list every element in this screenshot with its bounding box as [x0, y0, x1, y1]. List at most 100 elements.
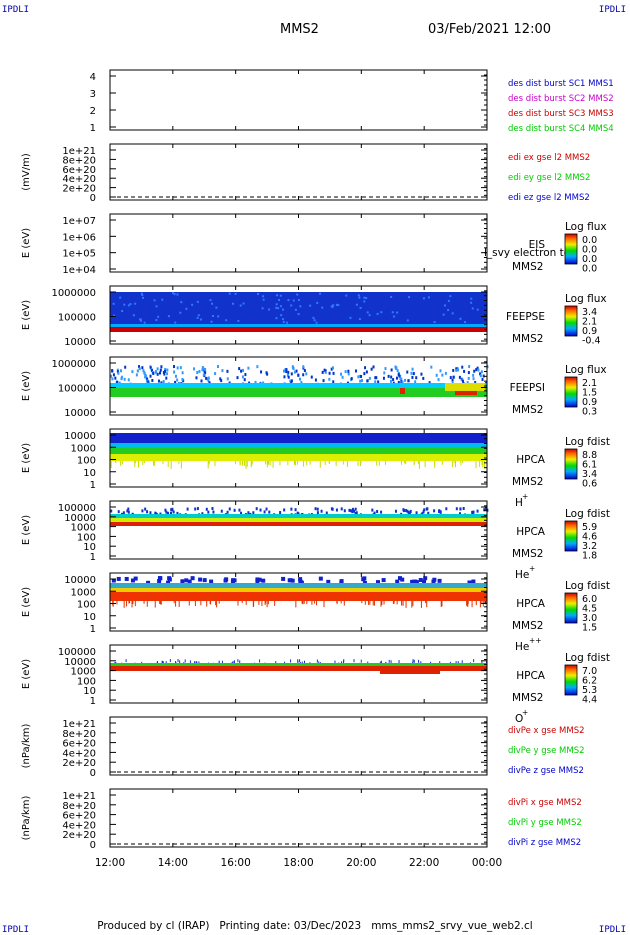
spectrogram-speckle: [196, 300, 199, 303]
spectrogram-speckle: [451, 378, 454, 382]
spectrogram-speckle: [481, 660, 483, 664]
spectrogram-speckle: [438, 509, 441, 513]
spectrogram-speckle: [167, 315, 170, 318]
spectrogram-speckle: [383, 601, 385, 605]
spectrogram-speckle: [219, 377, 222, 381]
spectrogram-speckle: [287, 578, 292, 583]
spectrogram-speckle: [134, 601, 136, 607]
spectrogram-speckle: [401, 601, 403, 606]
spectrogram-speckle: [134, 461, 136, 468]
spectrogram-speckle: [112, 373, 115, 377]
spectrogram-speckle: [156, 367, 159, 371]
spectrogram-speckle: [216, 365, 219, 369]
species-charge-label: +: [529, 564, 535, 573]
y-tick-label: 10: [83, 686, 96, 697]
spectrogram-speckle: [230, 580, 235, 585]
colorbar-tick-label: 0.0: [582, 254, 597, 265]
spectrogram-speckle: [475, 601, 477, 606]
spectrogram-speckle: [312, 316, 315, 319]
spectrogram-speckle: [471, 601, 473, 608]
spectrogram-speckle: [451, 381, 454, 385]
spectrogram-speckle: [265, 461, 267, 465]
spectrogram-speckle: [138, 367, 141, 371]
colorbar-tick-label: 5.9: [582, 522, 597, 533]
spectrogram-speckle: [190, 576, 195, 581]
spectrogram-speckle: [421, 511, 424, 515]
spectrogram-speckle: [290, 659, 292, 663]
spectrogram-speckle: [316, 507, 319, 511]
spectrogram-speckle: [193, 367, 196, 371]
spectrogram-speckle: [220, 509, 223, 513]
spectrogram-speckle: [334, 660, 336, 664]
y-tick-label: 8e+20: [62, 155, 96, 166]
spectrogram-speckle: [285, 370, 288, 374]
spectrogram-speckle: [212, 510, 215, 514]
spectrogram-speckle: [158, 576, 163, 581]
spectrogram-speckle: [281, 576, 286, 581]
spectrogram-speckle: [297, 313, 300, 316]
spectrogram-speckle: [202, 578, 207, 583]
spectrogram-speckle: [261, 307, 264, 310]
spectrogram-speckle: [242, 368, 245, 372]
spectrogram-speckle: [313, 319, 316, 322]
spectrogram-speckle: [274, 601, 276, 606]
spectrogram-speckle: [143, 461, 145, 464]
spectrogram-speckle: [162, 370, 165, 374]
spectrogram-speckle: [121, 461, 123, 465]
spectrogram-speckle: [380, 601, 382, 607]
panel-feepsi: 1000000 100000 10000 E (eV) FEEPSI MMS2 Log fl…: [21, 356, 607, 419]
spectrogram-speckle: [482, 374, 485, 378]
spectrogram-speckle: [390, 375, 393, 379]
corner-label-bottom-right: IPDLI: [598, 925, 626, 935]
spectrogram-band-green: [110, 663, 487, 666]
spectrogram-speckle: [422, 297, 425, 300]
spectrogram-speckle: [117, 371, 120, 375]
spectrogram-speckle: [455, 368, 458, 372]
spectrogram-speckle: [290, 372, 293, 376]
spectrogram-speckle: [267, 601, 269, 605]
spectrogram-speckle: [111, 578, 116, 583]
instrument-label: HPCA: [516, 598, 546, 610]
spectrogram-speckle: [399, 376, 402, 380]
y-axis-label: E (eV): [21, 515, 32, 545]
spectrogram-speckle: [413, 461, 415, 466]
spectrogram-speckle: [426, 601, 428, 608]
spectrogram-speckle: [162, 461, 164, 464]
spectrogram-speckle: [247, 511, 250, 515]
spectrogram-speckle: [376, 509, 379, 513]
spectrogram-speckle: [457, 368, 460, 372]
spectrogram-band-cyan: [110, 583, 487, 588]
spectrogram-speckle: [365, 297, 368, 300]
spectrogram-speckle: [286, 321, 289, 324]
spectrogram-speckle: [287, 299, 290, 302]
spectrogram-speckle: [224, 577, 229, 582]
spectrogram-speckle: [179, 660, 181, 664]
spectrogram-speckle: [275, 306, 278, 309]
spectrogram-speckle: [239, 304, 242, 307]
spectrogram-speckle: [393, 601, 395, 604]
spectrogram-speckle: [422, 579, 427, 584]
spectrogram-speckle: [319, 461, 321, 468]
spectrogram-speckle: [262, 381, 265, 385]
spectrogram-speckle: [451, 312, 454, 315]
spectrogram-speckle: [291, 365, 294, 369]
instrument-label: EIS: [529, 239, 546, 251]
spectrogram-speckle: [324, 461, 326, 465]
spectrogram-speckle: [220, 379, 223, 383]
spectrogram-speckle: [279, 305, 282, 308]
spectrogram-speckle: [296, 293, 299, 296]
y-tick-label: 10000: [64, 337, 96, 348]
spectrogram-speckle: [240, 511, 243, 515]
y-tick-label: 8e+20: [62, 801, 96, 812]
colorbar-tick-label: 0.0: [582, 245, 597, 256]
colorbar-tick-label: 8.8: [582, 450, 597, 461]
spectrogram-speckle: [363, 372, 366, 376]
spectrogram-speckle: [353, 659, 355, 663]
colorbar-title: Log fdist: [565, 580, 610, 592]
spectrogram-speckle: [129, 303, 132, 306]
spectrogram-band-blue: [110, 433, 487, 443]
instrument-label: FEEPSI: [510, 382, 545, 394]
spectrogram-speckle: [460, 461, 462, 466]
spectrogram-speckle: [485, 601, 487, 605]
